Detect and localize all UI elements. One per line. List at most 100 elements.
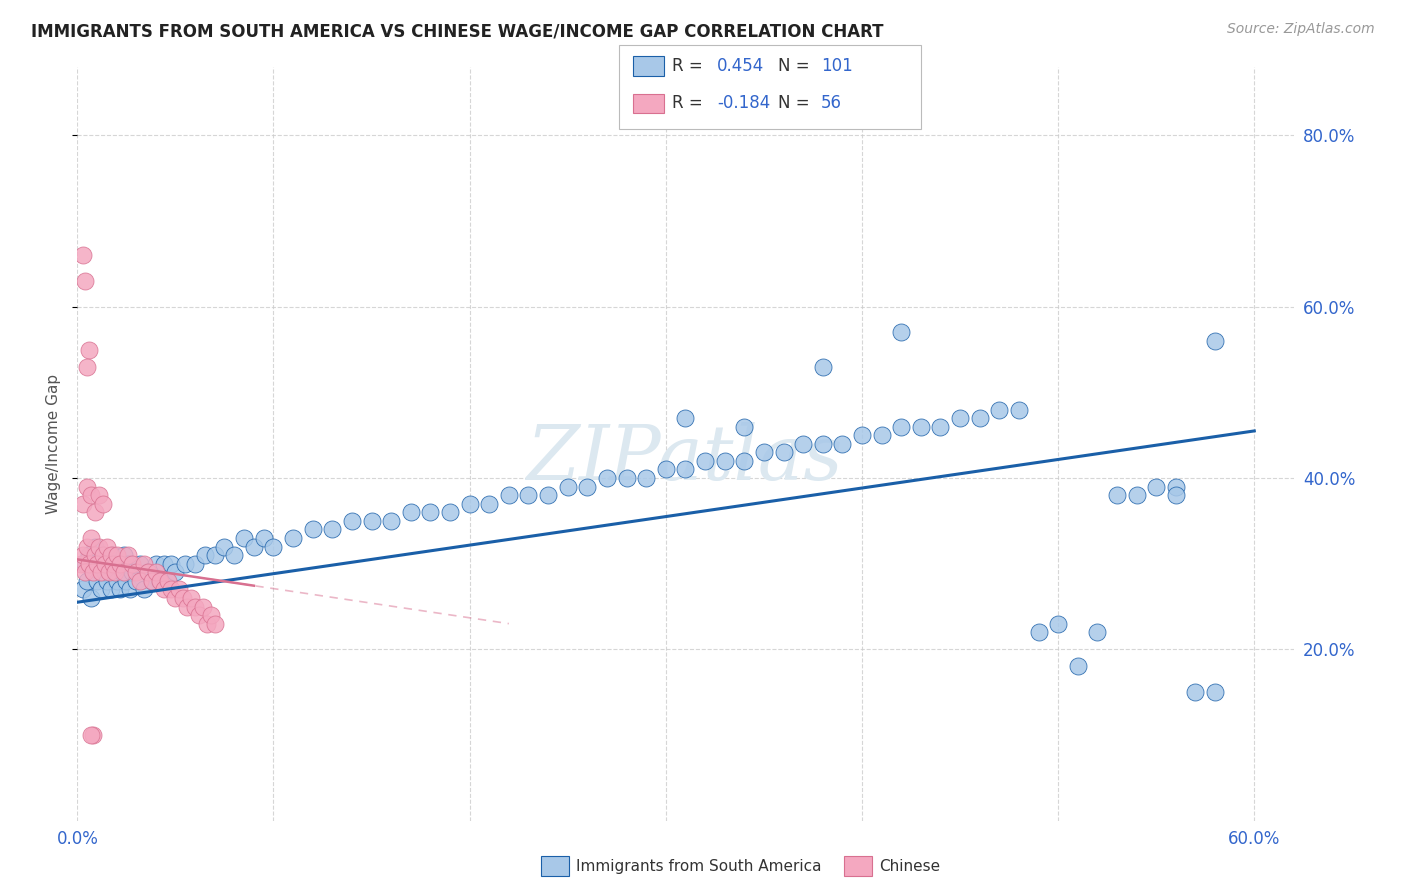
Point bbox=[1164, 488, 1187, 502]
Point bbox=[72, 497, 94, 511]
Point bbox=[870, 428, 893, 442]
Point bbox=[82, 566, 104, 580]
Point bbox=[733, 419, 755, 434]
Point bbox=[111, 566, 134, 580]
Point bbox=[1008, 402, 1031, 417]
Point bbox=[380, 514, 402, 528]
Text: 0.454: 0.454 bbox=[717, 57, 765, 75]
Point bbox=[141, 574, 163, 588]
Point bbox=[655, 462, 678, 476]
Point bbox=[596, 471, 619, 485]
Point bbox=[120, 582, 142, 597]
Point bbox=[117, 557, 139, 571]
Point bbox=[84, 505, 107, 519]
Point bbox=[772, 445, 794, 459]
Text: Chinese: Chinese bbox=[879, 859, 939, 873]
Point bbox=[1164, 480, 1187, 494]
Point bbox=[87, 557, 110, 571]
Point bbox=[399, 505, 422, 519]
Text: ZIPatlas: ZIPatlas bbox=[527, 422, 844, 496]
Point bbox=[76, 540, 98, 554]
Point bbox=[1028, 625, 1050, 640]
Text: N =: N = bbox=[778, 57, 814, 75]
Text: IMMIGRANTS FROM SOUTH AMERICA VS CHINESE WAGE/INCOME GAP CORRELATION CHART: IMMIGRANTS FROM SOUTH AMERICA VS CHINESE… bbox=[31, 22, 883, 40]
Point bbox=[214, 540, 236, 554]
Point bbox=[94, 557, 117, 571]
Point bbox=[200, 608, 222, 623]
Point bbox=[851, 428, 873, 442]
Point bbox=[557, 480, 579, 494]
Point bbox=[132, 582, 155, 597]
Point bbox=[107, 557, 129, 571]
Point bbox=[263, 540, 285, 554]
Text: 56: 56 bbox=[821, 95, 842, 112]
Point bbox=[87, 540, 110, 554]
Point bbox=[929, 419, 952, 434]
Point bbox=[988, 402, 1011, 417]
Point bbox=[340, 514, 363, 528]
Point bbox=[224, 548, 246, 562]
Point bbox=[458, 497, 481, 511]
Point bbox=[101, 548, 124, 562]
Point bbox=[129, 574, 152, 588]
Point bbox=[1204, 334, 1226, 348]
Point bbox=[141, 574, 163, 588]
Point bbox=[104, 566, 127, 580]
Text: R =: R = bbox=[672, 57, 709, 75]
Point bbox=[105, 574, 128, 588]
Point bbox=[184, 599, 207, 614]
Point bbox=[104, 566, 127, 580]
Point bbox=[91, 548, 114, 562]
Point bbox=[1067, 659, 1090, 673]
Point bbox=[204, 616, 226, 631]
Point bbox=[110, 582, 132, 597]
Point bbox=[90, 582, 112, 597]
Point bbox=[675, 462, 697, 476]
Point bbox=[176, 599, 198, 614]
Point bbox=[112, 548, 135, 562]
Point bbox=[969, 411, 991, 425]
Point bbox=[156, 574, 179, 588]
Point bbox=[86, 574, 108, 588]
Point bbox=[233, 531, 256, 545]
Point bbox=[1105, 488, 1128, 502]
Point bbox=[195, 616, 218, 631]
Point bbox=[180, 591, 202, 605]
Point bbox=[101, 557, 124, 571]
Point bbox=[80, 488, 103, 502]
Point bbox=[169, 582, 191, 597]
Point bbox=[117, 548, 139, 562]
Point bbox=[498, 488, 520, 502]
Point bbox=[478, 497, 501, 511]
Point bbox=[165, 591, 187, 605]
Point bbox=[129, 557, 152, 571]
Text: -0.184: -0.184 bbox=[717, 95, 770, 112]
Point bbox=[184, 557, 207, 571]
Point bbox=[1184, 685, 1206, 699]
Point bbox=[156, 574, 179, 588]
Point bbox=[72, 248, 94, 262]
Point bbox=[243, 540, 266, 554]
Point bbox=[82, 728, 104, 742]
Point bbox=[77, 557, 100, 571]
Point bbox=[100, 548, 122, 562]
Point bbox=[165, 566, 187, 580]
Point bbox=[636, 471, 658, 485]
Point bbox=[76, 359, 98, 374]
Point bbox=[890, 419, 912, 434]
Point bbox=[75, 274, 97, 288]
Point bbox=[96, 540, 118, 554]
Text: Source: ZipAtlas.com: Source: ZipAtlas.com bbox=[1227, 22, 1375, 37]
Text: Immigrants from South America: Immigrants from South America bbox=[576, 859, 823, 873]
Point bbox=[100, 582, 122, 597]
Point bbox=[194, 548, 217, 562]
Point bbox=[72, 582, 94, 597]
Y-axis label: Wage/Income Gap: Wage/Income Gap bbox=[46, 374, 62, 514]
Point bbox=[517, 488, 540, 502]
Point bbox=[811, 436, 834, 450]
Point bbox=[693, 454, 716, 468]
Point bbox=[96, 574, 118, 588]
Point bbox=[80, 728, 103, 742]
Point bbox=[752, 445, 775, 459]
Point bbox=[97, 557, 120, 571]
